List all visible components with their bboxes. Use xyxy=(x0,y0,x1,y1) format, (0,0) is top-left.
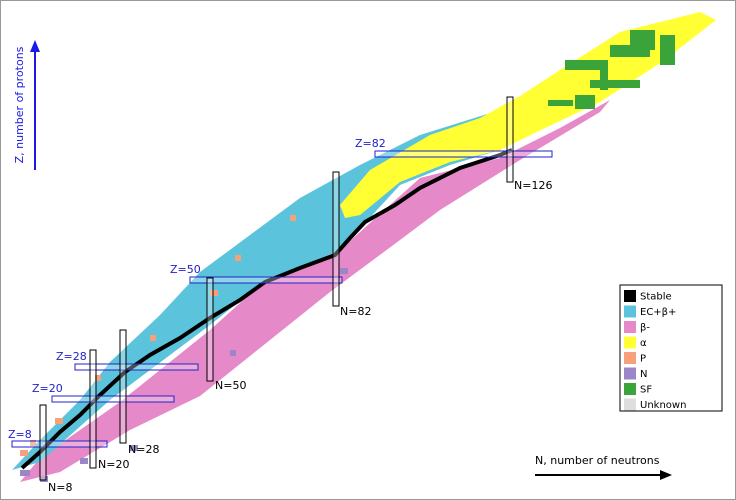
magic-n-box xyxy=(206,277,214,382)
magic-n-label: N=82 xyxy=(340,305,371,318)
legend-swatch xyxy=(624,290,636,302)
proton-drip-region xyxy=(150,335,156,341)
neutron-drip-region xyxy=(340,268,348,274)
legend-swatch xyxy=(624,367,636,380)
magic-n-box xyxy=(119,329,127,444)
legend-label: EC+β+ xyxy=(640,307,676,318)
sf-region xyxy=(565,60,605,70)
x-arrow-head xyxy=(660,470,672,480)
magic-z-box xyxy=(189,276,343,284)
neutron-drip-region xyxy=(130,445,138,451)
legend-label: N xyxy=(640,369,647,380)
proton-drip-region xyxy=(235,255,241,261)
legend-swatch xyxy=(624,352,636,364)
magic-z-label: Z=28 xyxy=(56,350,87,363)
magic-n-label: N=20 xyxy=(98,458,129,471)
beta-minus-band xyxy=(20,100,610,482)
magic-z-box xyxy=(74,363,199,371)
neutron-drip-region xyxy=(230,350,236,356)
magic-n-label: N=8 xyxy=(48,481,72,494)
legend-swatch xyxy=(624,321,636,333)
legend-label: Unknown xyxy=(640,400,686,411)
magic-z-box xyxy=(374,150,553,158)
legend-label: β- xyxy=(640,323,650,334)
y-axis-label: Z, number of protons xyxy=(13,46,26,163)
magic-n-box xyxy=(506,96,514,183)
y-arrow-head xyxy=(30,40,40,52)
proton-drip-region xyxy=(30,440,36,446)
magic-z-label: Z=8 xyxy=(8,428,32,441)
alpha-band xyxy=(340,12,716,218)
proton-drip-region xyxy=(20,450,28,456)
stable-line xyxy=(20,148,513,470)
legend-swatch xyxy=(624,398,636,411)
legend-label: SF xyxy=(640,385,652,396)
sf-region xyxy=(660,35,675,65)
proton-drip-region xyxy=(95,375,101,381)
legend-label: α xyxy=(640,338,647,349)
legend-swatch xyxy=(624,305,636,318)
magic-z-label: Z=82 xyxy=(355,137,386,150)
neutron-drip-region xyxy=(20,470,30,476)
proton-drip-region xyxy=(210,290,218,296)
magic-n-label: N=50 xyxy=(215,379,246,392)
sf-region xyxy=(575,95,595,109)
sf-region xyxy=(590,80,640,88)
magic-z-box xyxy=(11,440,108,448)
magic-n-box xyxy=(39,404,47,481)
legend-label: Stable xyxy=(640,292,672,303)
sf-region xyxy=(630,30,655,50)
proton-drip-region xyxy=(290,215,296,221)
sf-region xyxy=(548,100,573,106)
magic-n-label: N=28 xyxy=(128,443,159,456)
magic-z-box xyxy=(51,395,175,403)
magic-n-label: N=126 xyxy=(514,179,552,192)
legend-box xyxy=(619,284,723,412)
sf-region xyxy=(600,60,608,90)
legend-label: P xyxy=(640,354,646,365)
neutron-drip-region xyxy=(40,476,48,482)
magic-n-box xyxy=(332,171,340,307)
magic-z-label: Z=20 xyxy=(32,382,63,395)
magic-n-box xyxy=(89,349,97,469)
proton-drip-region xyxy=(55,418,63,424)
legend-swatch xyxy=(624,336,636,349)
legend-swatch xyxy=(624,383,636,395)
magic-z-label: Z=50 xyxy=(170,263,201,276)
neutron-drip-region xyxy=(80,458,88,464)
x-axis-label: N, number of neutrons xyxy=(535,454,660,467)
chart-body: Z=8 Z=20 Z=28 Z=50 Z=82 N=8 N=20 N=28 N=50 N=82 N=… xyxy=(8,12,723,494)
